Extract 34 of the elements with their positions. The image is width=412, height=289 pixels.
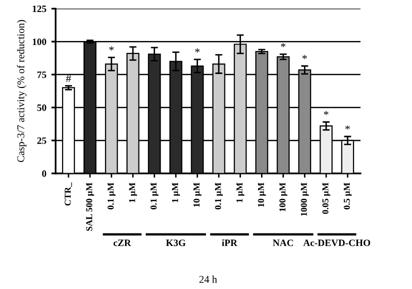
data-label: # — [66, 74, 72, 82]
data-label: * — [324, 110, 328, 116]
x-tick-label: 0.1 µM — [214, 182, 223, 210]
x-axis-title: 24 h — [199, 276, 218, 283]
x-tick-label: CTR_ — [64, 182, 72, 206]
text: NAC — [272, 240, 293, 246]
data-label: * — [302, 54, 307, 60]
x-tick-label: 1 µM — [172, 182, 180, 202]
text: K3G — [166, 240, 186, 246]
data-label: * — [345, 125, 350, 130]
data-label: * — [109, 46, 114, 50]
y-tick-label: 100 — [32, 38, 46, 46]
y-axis-title: Casp-3/7 activity (% of reduction) — [16, 20, 26, 162]
x-tick-label: 1 µM — [129, 182, 138, 202]
x-tick-label: 0.05 µM — [322, 182, 330, 214]
y-tick-label: 25 — [37, 137, 46, 144]
data-label: * — [280, 43, 286, 48]
x-tick-label: 10 µM — [258, 182, 266, 207]
data-label: * — [195, 48, 200, 52]
x-tick-label: 1 µM — [236, 182, 244, 202]
text: iPR — [222, 239, 238, 246]
y-tick-label: 0 — [42, 170, 46, 177]
x-tick-label: 0.1 µM — [108, 182, 116, 210]
x-tick-label: 0.1 µM — [150, 182, 158, 210]
x-tick-label: 10 µM — [193, 182, 202, 207]
y-tick-label: 75 — [37, 72, 46, 78]
text: cZR — [114, 240, 132, 246]
y-tick-label: 50 — [37, 104, 46, 111]
text: Ac-DEVD-CHO — [303, 240, 370, 246]
x-tick-label: 0.5 µM — [344, 182, 352, 210]
x-tick-label: 1000 µM — [300, 182, 309, 216]
x-tick-label: SAL 500 µM — [86, 182, 94, 231]
y-tick-label: 125 — [32, 6, 46, 12]
x-tick-label: 100 µM — [279, 182, 288, 212]
